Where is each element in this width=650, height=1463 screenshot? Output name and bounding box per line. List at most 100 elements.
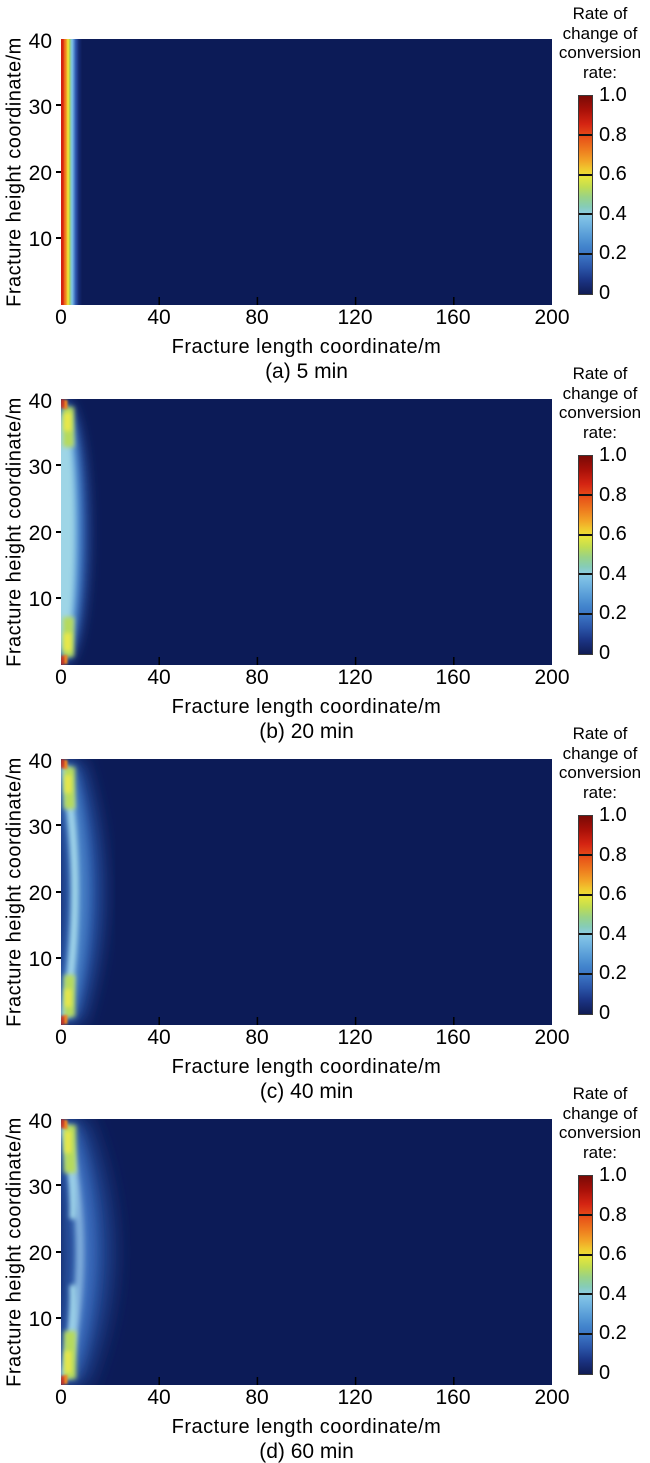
colorbar-tick-mark <box>579 573 592 575</box>
colorbar-tick-label: 0.2 <box>599 242 627 264</box>
heatmap-d <box>61 1119 552 1385</box>
y-tick-label: 30 <box>28 816 52 839</box>
x-tick-label: 200 <box>534 1026 570 1049</box>
colorbar-tick-mark <box>579 213 592 215</box>
colorbar-title-line: rate: <box>582 62 618 82</box>
reaction-front-stripe <box>61 39 82 305</box>
colorbar-tick-mark <box>579 1293 592 1295</box>
x-tick-label: 0 <box>55 666 67 689</box>
x-tick-label: 200 <box>534 306 570 329</box>
colorbar-tick-mark <box>579 1254 592 1256</box>
heatmap-a <box>61 39 552 305</box>
y-tick-label: 20 <box>28 882 52 905</box>
colorbar-tick-label: 0.6 <box>599 1243 627 1265</box>
y-tick-label: 30 <box>28 96 52 119</box>
colorbar-tick-mark <box>579 613 592 615</box>
colorbar-title-line: Rate of <box>572 364 628 383</box>
y-tick-label: 40 <box>28 750 52 773</box>
heatmap-background <box>61 399 552 665</box>
x-tick-label: 0 <box>55 306 67 329</box>
panel-b: Fracture height coordinate/m 40 30 20 10 <box>0 360 650 743</box>
colorbar-title-line: conversion <box>558 403 642 422</box>
colorbar-tick-mark <box>579 534 592 536</box>
x-tick-label: 120 <box>337 666 373 689</box>
colorbar-tick-label: 1.0 <box>599 444 627 466</box>
x-tick-label: 0 <box>55 1026 67 1049</box>
colorbar-title-line: Rate of <box>572 724 628 743</box>
colorbar-tick-mark <box>579 933 592 935</box>
reaction-front-blob <box>61 399 88 665</box>
heatmap-background <box>61 759 552 1025</box>
colorbar-tick-mark <box>579 1214 592 1216</box>
colorbar-tick-label: 0.4 <box>599 923 627 945</box>
colorbar-title-line: change of <box>562 23 638 43</box>
heatmap-background <box>61 39 552 305</box>
x-tick-label: 160 <box>435 1386 471 1409</box>
x-tick-label: 40 <box>147 1386 171 1409</box>
colorbar-tick-mark <box>579 253 592 255</box>
x-tick-label: 80 <box>245 306 269 329</box>
x-tick-label: 160 <box>435 666 471 689</box>
y-tick-label: 10 <box>28 228 52 251</box>
colorbar-title-line: rate: <box>582 1142 618 1162</box>
colorbar-tick-label: 1.0 <box>599 84 627 106</box>
x-tick-label: 200 <box>534 1386 570 1409</box>
colorbar-tick-mark <box>579 973 592 975</box>
colorbar-title: Rate of change of conversion rate: <box>550 4 650 82</box>
colorbar-title: Rate of change of conversion rate: <box>550 724 650 802</box>
x-tick-label: 40 <box>147 1026 171 1049</box>
x-tick-label: 120 <box>337 1026 373 1049</box>
x-tick-marks <box>158 1377 455 1385</box>
colorbar <box>578 815 593 1015</box>
colorbar-tick-label: 0.4 <box>599 1283 627 1305</box>
colorbar <box>578 1175 593 1375</box>
x-tick-label: 40 <box>147 666 171 689</box>
y-tick-label: 10 <box>28 588 52 611</box>
colorbar-title-line: conversion <box>558 763 642 782</box>
colorbar-tick-label: 0 <box>599 282 611 304</box>
y-tick-label: 20 <box>28 162 52 185</box>
colorbar-tick-label: 0.2 <box>599 602 627 624</box>
y-tick-label: 20 <box>28 1242 52 1265</box>
y-tick-label: 30 <box>28 456 52 479</box>
colorbar-title-line: Rate of <box>572 1084 628 1103</box>
y-tick-label: 40 <box>28 1110 52 1133</box>
colorbar-tick-label: 0.4 <box>599 203 627 225</box>
colorbar-tick-label: 0.6 <box>599 523 627 545</box>
colorbar-tick-label: 0.8 <box>599 844 627 866</box>
colorbar-title: Rate of change of conversion rate: <box>550 364 650 442</box>
heatmap-plot-a <box>61 39 552 305</box>
colorbar-tick-label: 1.0 <box>599 804 627 826</box>
x-tick-label: 80 <box>245 1386 269 1409</box>
panel-c: Fracture height coordinate/m 40 30 20 10 <box>0 720 650 1103</box>
colorbar-title-line: rate: <box>582 422 618 442</box>
y-tick-label: 10 <box>28 948 52 971</box>
heatmap-plot-b <box>61 399 552 665</box>
colorbar-tick-label: 0.8 <box>599 484 627 506</box>
colorbar-title: Rate of change of conversion rate: <box>550 1084 650 1162</box>
y-tick-label: 40 <box>28 30 52 53</box>
colorbar-tick-label: 1.0 <box>599 1164 627 1186</box>
colorbar-title-line: conversion <box>558 43 642 62</box>
colorbar-tick-mark <box>579 1333 592 1335</box>
panel-caption: (d) 60 min <box>259 1440 354 1463</box>
colorbar-tick-label: 0 <box>599 1002 611 1024</box>
x-tick-label: 80 <box>245 1026 269 1049</box>
colorbar-tick-label: 0.6 <box>599 883 627 905</box>
x-tick-marks <box>158 297 455 305</box>
reaction-front-crescent <box>61 759 102 1025</box>
colorbar <box>578 455 593 655</box>
panel-caption: (b) 20 min <box>259 720 354 743</box>
colorbar-title-line: change of <box>562 1103 638 1123</box>
heatmap-plot-d <box>61 1119 552 1385</box>
y-tick-label: 40 <box>28 390 52 413</box>
colorbar-title-line: change of <box>562 383 638 403</box>
colorbar-tick-label: 0.2 <box>599 1322 627 1344</box>
x-tick-label: 160 <box>435 1026 471 1049</box>
colorbar-title-line: Rate of <box>572 4 628 23</box>
x-axis-label: Fracture length coordinate/m <box>171 696 442 718</box>
x-tick-marks <box>158 1017 455 1025</box>
y-tick-label: 30 <box>28 1176 52 1199</box>
colorbar <box>578 95 593 295</box>
